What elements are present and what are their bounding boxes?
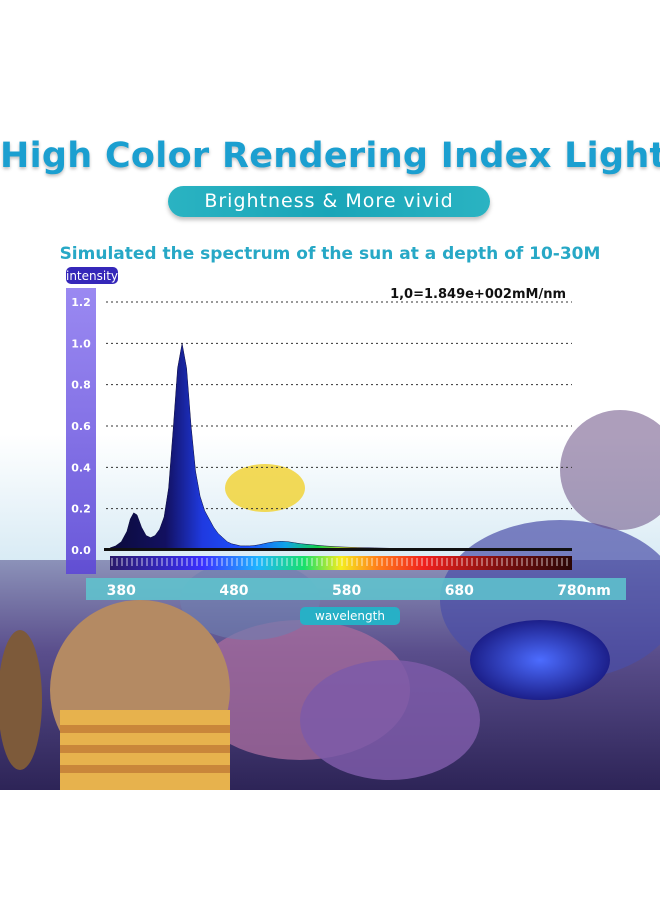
- tagline-pill: Brightness & More vivid: [168, 186, 490, 217]
- x-tick-label: 780nm: [557, 583, 611, 599]
- strip-ticks: [111, 558, 568, 566]
- x-axis-label: wavelength: [315, 609, 385, 623]
- headline-title: High Color Rendering Index Lights: [0, 136, 660, 176]
- y-tick-label: 0.4: [71, 461, 91, 474]
- x-tick-label: 380: [107, 583, 136, 599]
- y-tick-label: 1.2: [71, 296, 91, 309]
- x-tick-band: [86, 578, 626, 600]
- xlabel-tag: [300, 607, 400, 625]
- x-tick-labels: 380 480 580 680 780nm: [107, 583, 611, 599]
- y-tick-label: 1.0: [71, 337, 91, 350]
- x-axis-line: [104, 548, 572, 551]
- y-tick-label: 0.0: [71, 544, 91, 557]
- unit-annotation: 1,0=1.849e+002mM/nm: [390, 287, 566, 302]
- y-tick-label: 0.6: [71, 420, 91, 433]
- x-tick-label: 680: [445, 583, 474, 599]
- spectrum-area: [109, 343, 573, 551]
- x-tick-label: 580: [332, 583, 361, 599]
- y-tick-label: 0.2: [71, 503, 91, 516]
- y-tick-labels: 0.0 0.2 0.4 0.6 0.8 1.0 1.2: [71, 296, 91, 557]
- wavelength-color-strip: [110, 556, 572, 570]
- y-tick-label: 0.8: [71, 379, 91, 392]
- y-axis-label: intensity: [66, 269, 118, 283]
- x-tick-label: 480: [219, 583, 248, 599]
- y-tick-bar: [66, 288, 96, 574]
- spectrum-subtitle: Simulated the spectrum of the sun at a d…: [59, 244, 601, 264]
- ylabel-tag: [66, 267, 118, 284]
